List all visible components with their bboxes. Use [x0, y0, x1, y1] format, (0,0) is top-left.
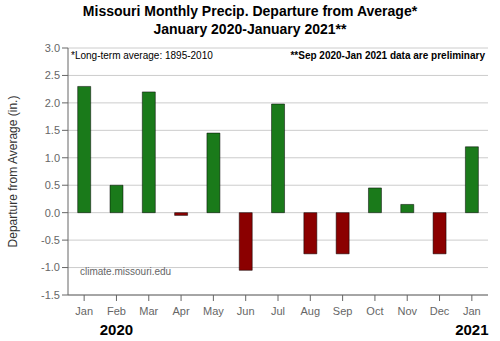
svg-text:1.0: 1.0 [45, 152, 60, 164]
svg-text:Jul: Jul [271, 305, 285, 317]
svg-text:-0.5: -0.5 [41, 234, 60, 246]
svg-text:May: May [203, 305, 224, 317]
svg-text:Aug: Aug [301, 305, 321, 317]
svg-text:2020: 2020 [100, 321, 133, 338]
svg-text:-1.0: -1.0 [41, 261, 60, 273]
svg-text:-1.5: -1.5 [41, 289, 60, 301]
html-text:January 2020-January 2021**: January 2020-January 2021** [153, 21, 347, 37]
svg-text:Mar: Mar [139, 305, 158, 317]
html-text:climate.missouri.edu: climate.missouri.edu [80, 266, 172, 278]
svg-text:Dec: Dec [430, 305, 450, 317]
svg-text:3.0: 3.0 [45, 42, 60, 54]
svg-text:Jan: Jan [75, 305, 93, 317]
svg-text:Oct: Oct [366, 305, 383, 317]
svg-text:Feb: Feb [107, 305, 126, 317]
svg-text:0.0: 0.0 [45, 207, 60, 219]
svg-text:Apr: Apr [173, 305, 190, 317]
svg-text:Nov: Nov [397, 305, 417, 317]
svg-text:2021: 2021 [455, 321, 488, 338]
svg-text:1.5: 1.5 [45, 124, 60, 136]
svg-text:Jun: Jun [237, 305, 255, 317]
html-text:**Sep 2020-Jan 2021 data are p: **Sep 2020-Jan 2021 data are preliminary [290, 50, 485, 61]
svg-text:Jan: Jan [463, 305, 481, 317]
svg-text:Sep: Sep [333, 305, 353, 317]
svg-text:Departure from Average (in.): Departure from Average (in.) [8, 96, 20, 248]
svg-text:0.5: 0.5 [45, 179, 60, 191]
html-text:*Long-term average: 1895-2010: *Long-term average: 1895-2010 [71, 50, 213, 61]
svg-text:2.0: 2.0 [45, 97, 60, 109]
html-text:Missouri Monthly Precip. Depar: Missouri Monthly Precip. Departure from … [82, 3, 418, 19]
svg-text:2.5: 2.5 [45, 69, 60, 81]
